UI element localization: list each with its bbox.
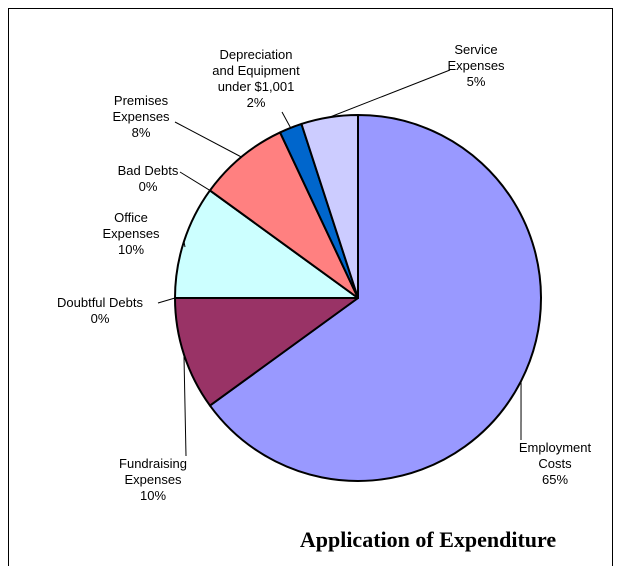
slice-label: Office Expenses 10% <box>98 210 164 258</box>
value-label: 10% <box>139 488 167 503</box>
value-label: 10% <box>117 242 145 257</box>
slice-label: Fundraising Expenses 10% <box>114 456 192 504</box>
chart-title: Application of Expenditure <box>299 527 557 552</box>
category-label: Service Expenses <box>447 42 505 73</box>
category-label: Bad Debts <box>117 163 179 178</box>
value-label: 65% <box>541 472 569 487</box>
value-label: 8% <box>131 125 151 140</box>
leader-line <box>183 354 187 457</box>
leader-line <box>183 241 186 248</box>
slice-label: Doubtful Debts 0% <box>45 295 155 327</box>
pie-slice <box>208 131 359 299</box>
pie-slice <box>174 297 359 407</box>
category-label: Premises Expenses <box>112 93 170 124</box>
category-label: Employment Costs <box>518 440 592 471</box>
pie-slice <box>208 114 542 482</box>
slice-label: Service Expenses 5% <box>443 42 509 90</box>
value-label: 2% <box>246 95 266 110</box>
category-label: Fundraising Expenses <box>119 456 187 487</box>
pie-slice <box>300 114 359 299</box>
value-label: 5% <box>466 74 486 89</box>
leader-line <box>157 297 176 304</box>
leader-line <box>174 121 242 158</box>
category-label: Depreciation and Equipment under $1,001 <box>212 47 300 94</box>
value-label: 0% <box>138 179 158 194</box>
slice-label: Bad Debts 0% <box>108 163 188 195</box>
slice-label: Premises Expenses 8% <box>108 93 174 141</box>
chart-border <box>8 8 613 566</box>
leader-line <box>281 111 292 129</box>
leader-line <box>329 69 451 118</box>
slice-label: Depreciation and Equipment under $1,001 2… <box>209 47 303 111</box>
slice-label: Employment Costs 65% <box>515 440 595 488</box>
value-label: 0% <box>90 311 110 326</box>
category-label: Doubtful Debts <box>57 295 143 310</box>
category-label: Office Expenses <box>102 210 160 241</box>
leader-line <box>179 171 211 191</box>
